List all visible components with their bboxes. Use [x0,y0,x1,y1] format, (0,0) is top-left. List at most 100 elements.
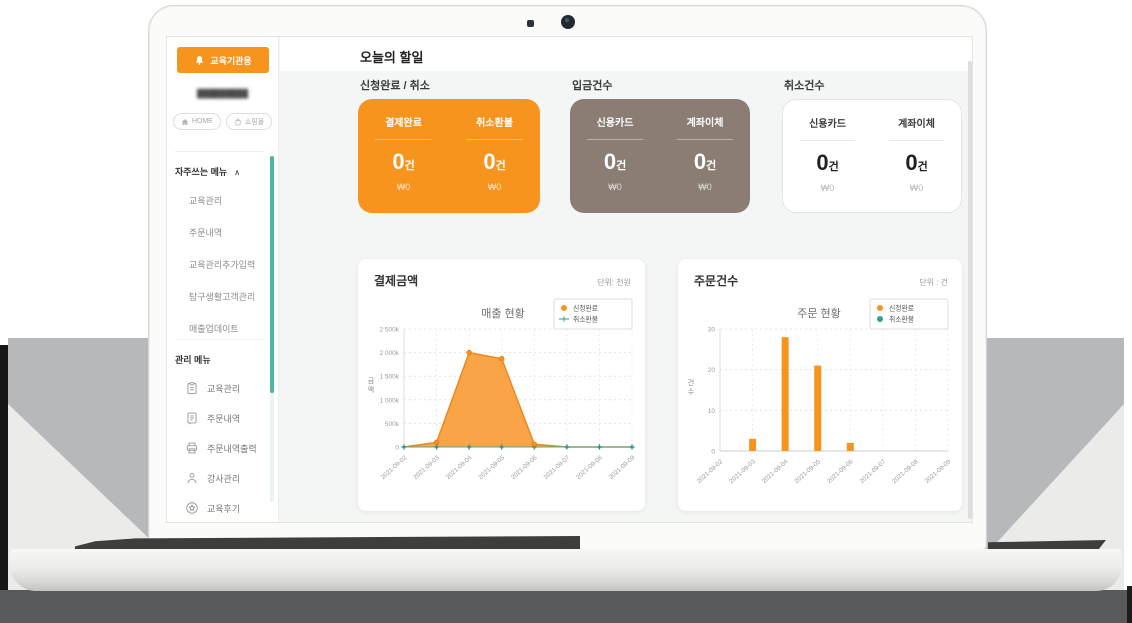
sidebar-manage-item[interactable]: 교육관리 [167,373,278,403]
chart-unit-label: 단위: 천원 [597,278,631,287]
svg-text:금: 금 [368,377,375,385]
favorites-section-title[interactable]: 자주쓰는 메뉴 ∧ [175,165,240,178]
printer-icon [185,441,199,455]
summary-count: 0건 [816,152,838,174]
sidebar-manage-item-label: 교육후기 [207,503,241,514]
clipboard-icon [185,381,199,395]
chart-card-title: 결제금액 [374,274,419,288]
summary-card-column: 결제완료 0건 ₩0 [358,99,449,213]
sidebar-favorite-item[interactable]: 탐구생활고객관리 [189,292,256,302]
svg-text:2021-09-08: 2021-09-08 [575,454,604,481]
review-icon [185,501,199,515]
summary-card-column: 신용카드 0건 ₩0 [570,99,660,213]
svg-text:2021-09-02: 2021-09-02 [380,454,409,481]
svg-text:2021-09-08: 2021-09-08 [891,458,920,485]
laptop-keyboard-shadow-right [988,540,1106,549]
svg-text:2021-09-07: 2021-09-07 [543,454,572,481]
home-button[interactable]: HOME [172,113,221,130]
manage-section-title: 관리 메뉴 [175,355,211,365]
summary-amount: ₩0 [820,183,835,193]
main-topbar [280,37,972,71]
sidebar-favorite-item[interactable]: 주문내역 [189,228,223,238]
sidebar-favorite-item[interactable]: 매출업데이트 [189,324,239,334]
svg-text:30: 30 [708,327,716,334]
summary-count: 0건 [694,151,716,173]
summary-column-divider [888,140,945,141]
summary-count: 0건 [905,152,927,174]
svg-text:취소환불: 취소환불 [573,314,598,323]
sidebar-favorite-item[interactable]: 교육관리 [189,196,223,206]
institution-badge-button[interactable]: 교육기관용 [177,47,269,73]
backdrop-bottom-strip [0,590,1132,623]
sidebar-manage-item-label: 주문내역출력 [207,443,257,454]
summary-column-divider [587,139,643,140]
summary-count: 0건 [392,151,414,173]
summary-section-label: 신청완료 / 취소 [360,80,430,92]
summary-count-number: 0 [816,150,829,175]
summary-section-label: 취소건수 [784,80,825,92]
favorites-section-title-label: 자주쓰는 메뉴 [175,167,228,177]
summary-column-divider [466,139,523,140]
svg-text:2021-09-02: 2021-09-02 [696,458,725,485]
app-screen: 교육기관용 █████████ HOME 쇼핑몰 자주쓰는 메뉴 ∧ 교육관리 주문… [166,36,973,523]
summary-count-number: 0 [392,149,405,174]
sidebar-manage-item[interactable]: 주문내역 [167,403,278,433]
svg-text:2021-09-03: 2021-09-03 [412,454,441,481]
bell-icon [196,55,204,65]
summary-amount: ₩0 [909,183,924,193]
svg-text:2021-09-04: 2021-09-04 [761,458,790,485]
sidebar-manage-item[interactable]: 강사관리 [167,463,278,493]
summary-count: 0건 [483,151,505,173]
svg-text:2021-09-04: 2021-09-04 [445,454,474,481]
order-list-icon [185,411,199,425]
chart-unit-label: 단위 : 건 [919,278,948,287]
main-content: 오늘의 할일 신청완료 / 취소 결제완료 0건 ₩0 취소환불 0건 ₩0 입금건수 신용카드… [280,37,972,522]
svg-text:0: 0 [395,445,399,452]
shop-button[interactable]: 쇼핑몰 [225,113,273,130]
svg-text:2021-09-05: 2021-09-05 [793,458,822,485]
sidebar-favorite-item[interactable]: 교육관리추가입력 [189,260,256,270]
home-button-label: HOME [191,118,213,125]
sidebar-manage-item-label: 교육관리 [207,383,241,394]
chart-card-area: 결제금액 단위: 천원 0 500k 1 000k 1 500k 2 000k 2 500k 매… [358,259,645,511]
sidebar-manage-item[interactable]: 주문내역출력 [167,433,278,463]
masked-business-name: █████████ [196,89,248,98]
summary-count: 0건 [604,151,626,173]
svg-text:500k: 500k [385,421,400,428]
svg-text:주문 현황: 주문 현황 [797,307,841,320]
summary-column-divider [799,140,856,141]
svg-text:2021-09-06: 2021-09-06 [510,454,539,481]
summary-count-number: 0 [905,150,918,175]
summary-column-divider [677,139,733,140]
chart-card-title: 주문건수 [694,274,739,288]
summary-count-unit: 건 [706,160,717,172]
webcam-camera-icon [561,15,575,29]
institution-badge-label: 교육기관용 [210,55,252,66]
sidebar: 교육기관용 █████████ HOME 쇼핑몰 자주쓰는 메뉴 ∧ 교육관리 주문… [167,37,279,522]
backdrop-edge-left [0,345,8,623]
sidebar-divider [175,151,263,152]
svg-text:1 000k: 1 000k [379,397,399,404]
summary-count-unit: 건 [917,161,928,173]
webcam-indicator-dot [527,20,534,27]
sidebar-quick-links: HOME 쇼핑몰 [167,113,278,130]
chevron-up-icon[interactable]: ∧ [234,168,241,177]
summary-column-label: 계좌이체 [686,118,724,129]
summary-amount: ₩0 [698,182,712,192]
shopping-bag-icon [235,118,241,125]
summary-count-unit: 건 [495,160,506,172]
sidebar-scrollbar-thumb[interactable] [270,156,274,393]
summary-card-white: 신용카드 0건 ₩0 계좌이체 0건 ₩0 [782,99,962,213]
sidebar-manage-item-label: 강사관리 [207,473,241,484]
summary-column-label: 신용카드 [596,118,634,129]
svg-text:2021-09-03: 2021-09-03 [728,458,757,485]
svg-text:신청완료: 신청완료 [573,303,598,312]
summary-card-column: 신용카드 0건 ₩0 [783,100,872,212]
main-scrollbar-thumb[interactable] [968,61,972,519]
sidebar-manage-item[interactable]: 교육후기 [167,493,278,522]
svg-text:1 500k: 1 500k [379,374,399,381]
summary-section-label: 입금건수 [572,80,613,92]
